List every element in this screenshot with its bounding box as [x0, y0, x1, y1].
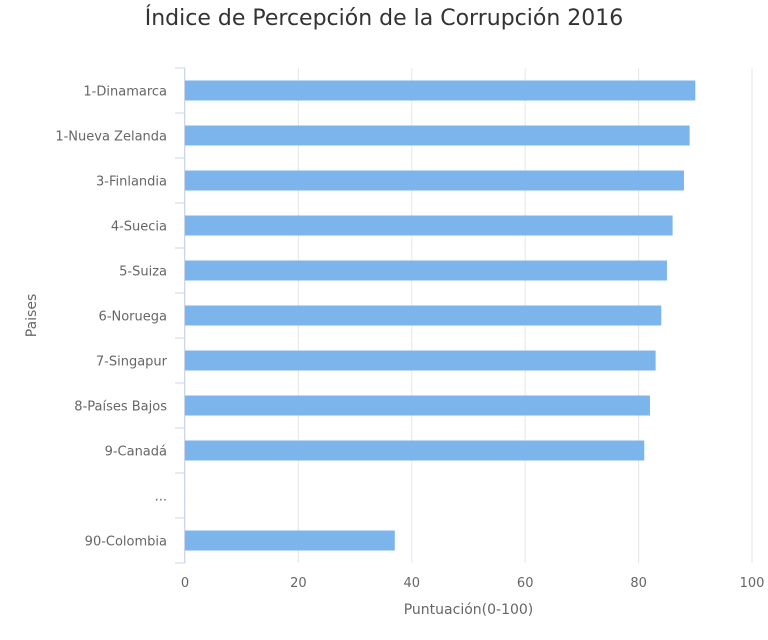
y-tick-label: 90-Colombia	[85, 535, 167, 550]
bar	[185, 215, 673, 236]
y-tick-label: 1-Dinamarca	[83, 85, 167, 100]
y-tick-label: 4-Suecia	[111, 220, 167, 235]
x-axis-title: Puntuación(0-100)	[404, 602, 534, 618]
x-tick-label: 60	[517, 576, 534, 591]
x-tick-label: 100	[740, 576, 765, 591]
bar	[185, 395, 650, 416]
y-tick-label: 8-Países Bajos	[74, 400, 167, 415]
bar	[185, 125, 690, 146]
y-tick-label: 5-Suiza	[119, 265, 167, 280]
bar	[185, 530, 395, 551]
chart-title: Índice de Percepción de la Corrupción 20…	[144, 6, 624, 31]
bar	[185, 260, 667, 281]
x-tick-label: 20	[290, 576, 307, 591]
y-tick-label: 7-Singapur	[96, 355, 168, 370]
y-tick-label: 3-Finlandia	[96, 175, 167, 190]
bar	[185, 440, 645, 461]
y-tick-label: 1-Nueva Zelanda	[55, 130, 167, 145]
y-axis-title: Paises	[24, 294, 40, 337]
x-tick-label: 40	[404, 576, 421, 591]
x-tick-label: 80	[630, 576, 647, 591]
x-tick-label: 0	[181, 576, 189, 591]
y-tick-label: ...	[155, 490, 167, 505]
y-tick-label: 6-Noruega	[99, 310, 167, 325]
bar	[185, 170, 684, 191]
bar	[185, 80, 696, 101]
y-tick-label: 9-Canadá	[105, 445, 167, 460]
bar	[185, 305, 662, 326]
bar	[185, 350, 656, 371]
